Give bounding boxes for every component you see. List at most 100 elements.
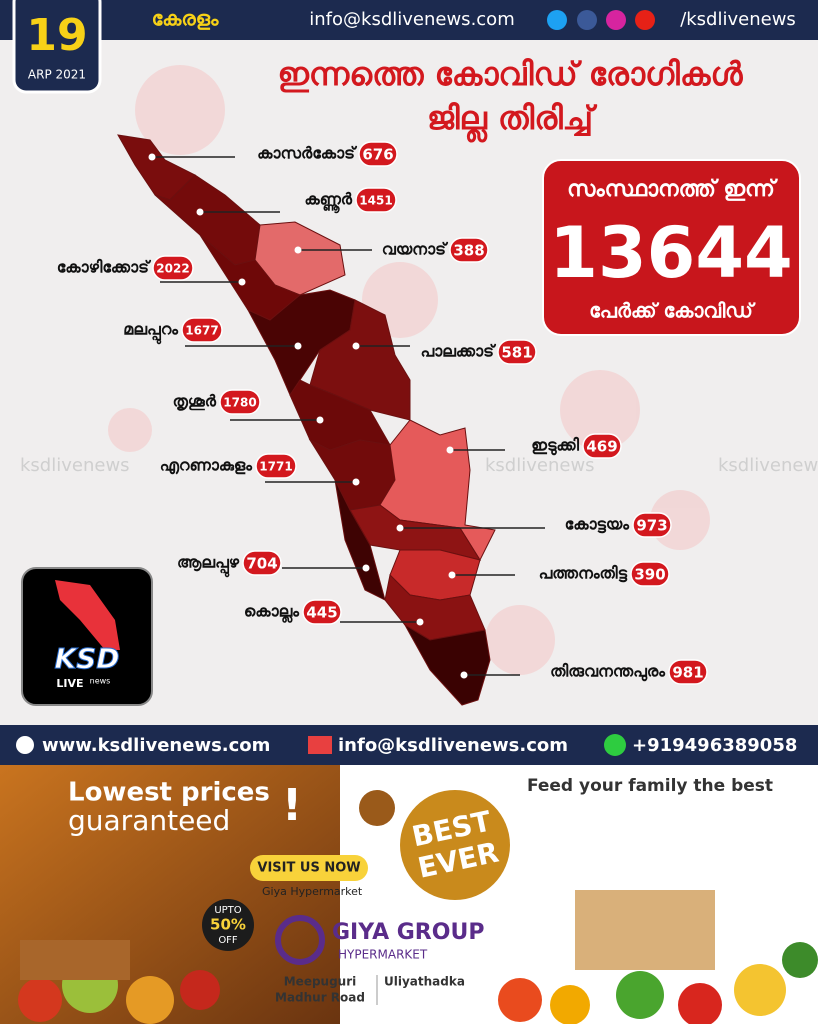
district-count: 676 [362,146,393,164]
district-dot [294,342,302,350]
count-pill [358,141,398,167]
district-count: 1451 [359,194,392,208]
district-name: കൊല്ലം [244,602,300,625]
title: ജില്ല തിരിച്ച് [427,99,598,142]
district-count: 388 [453,242,484,260]
district-dot [352,478,360,486]
footer-bar [0,725,818,765]
total-box [542,159,801,336]
district-count: 469 [586,438,617,456]
footer-phone: +919496389058 [632,735,797,756]
district-dot [352,342,360,350]
watermark: ksdlivenews [20,455,130,476]
count-pill [630,561,670,587]
count-pill [152,255,194,281]
brand: GIYA GROUP [332,920,484,945]
district-dot [460,671,468,679]
footer-email: info@ksdlivenews.com [338,735,568,756]
district-dot [196,208,204,216]
cta-button[interactable] [250,855,368,881]
district-dot [448,571,456,579]
offer-badge [202,899,254,951]
district-count: 973 [636,517,667,535]
logo-news: news [90,677,111,686]
logo-map [55,580,120,650]
total-bottom: പേർക്ക് കോവിഡ് [589,299,756,323]
district-name: ഇടുക്കി [531,436,579,456]
district-count: 1780 [223,396,256,410]
count-pill [355,187,397,213]
top-bar [0,0,818,40]
count-pill [632,512,672,538]
logo-box [21,567,153,706]
district-name: കാസർകോട് [257,144,357,163]
location: Uliyathadka [384,975,465,989]
district-count: 445 [306,604,337,622]
ad-headline: guaranteed [68,804,230,837]
location: Madhur Road [275,991,365,1005]
region: കേരളം [152,7,219,31]
logo-live: LIVE [56,677,83,690]
giya-logo [275,915,325,965]
produce-decor [18,890,818,1027]
district-name: വയനാട് [382,240,449,259]
district-dot [238,278,246,286]
count-pill [449,237,489,263]
best-badge [400,790,510,900]
district-count: 2022 [156,262,189,276]
watermark: ksdlivenews [718,455,818,476]
ad-headline: Lowest prices [68,778,270,808]
district-name: കോട്ടയം [565,515,631,535]
header-handle: /ksdlivenews [680,9,796,30]
district-count: 1677 [185,324,218,338]
date-badge [12,0,102,94]
count-pill [497,339,537,365]
count-pill [302,599,342,625]
district-name: കോഴിക്കോട് [57,258,152,277]
district-dot [148,153,156,161]
district-name: തൃശൂർ [173,392,217,412]
location: Meepuguri [284,975,357,989]
district-name: തിരുവനന്തപുരം [550,662,666,683]
district-dot [316,416,324,424]
district-count: 981 [672,664,703,682]
district-dot [416,618,424,626]
store-name: Giya Hypermarket [262,885,363,898]
whatsapp-icon [604,734,626,756]
mail-icon [308,736,332,754]
district-count: 1771 [259,460,292,474]
offer-bottom: OFF [218,935,238,946]
watermark: ksdlivenews [485,455,595,476]
total-top: സംസ്ഥാനത്ത് ഇന്ന് [567,177,778,202]
district-count: 704 [246,555,277,573]
district-dot [396,524,404,532]
total-count: 13644 [549,212,793,294]
slogan: Feed your family the best [527,776,773,796]
globe-icon [16,736,34,754]
offer-top: UPTO [214,905,241,916]
kerala-map [117,134,496,706]
count-pill [219,389,261,415]
decor-dot [359,790,395,826]
logo-brand: KSD [54,642,119,675]
cta-text: VISIT US NOW [257,861,360,876]
ad-headline-mark: ! [282,780,302,831]
district-dot [446,446,454,454]
social-icons [547,10,655,30]
footer-website: www.ksdlivenews.com [42,735,270,756]
count-pill [242,550,282,576]
district-dot [294,246,302,254]
count-pill [255,453,297,479]
district-dot [362,564,370,572]
district-name: എറണാകുളം [160,456,254,475]
count-pill [582,433,622,459]
district-count: 390 [634,566,665,584]
date-month: ARP 2021 [28,68,86,82]
date-day: 19 [26,10,87,61]
header-email: info@ksdlivenews.com [309,9,514,30]
count-pill [668,659,708,685]
brand-sub: HYPERMARKET [338,948,428,962]
